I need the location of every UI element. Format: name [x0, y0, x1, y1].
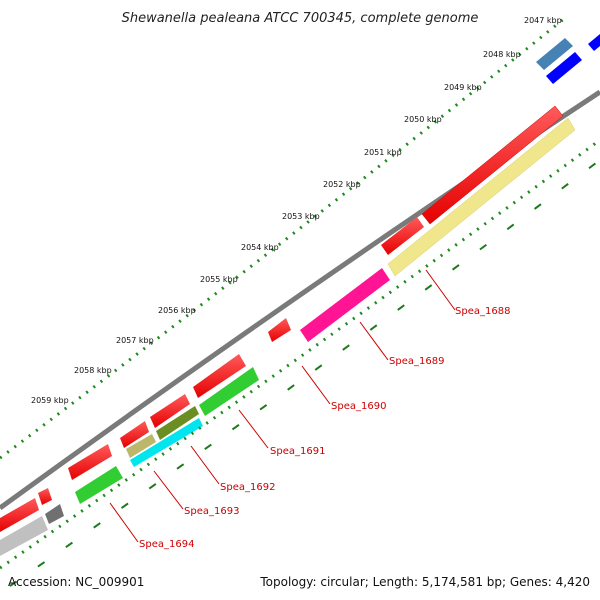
gene-block — [300, 268, 390, 342]
gene-block — [0, 498, 39, 532]
gene-block — [421, 105, 564, 225]
map-title: Shewanella pealeana ATCC 700345, complet… — [122, 11, 479, 26]
gene-block — [199, 367, 259, 416]
gene-block — [0, 516, 48, 556]
accession-text: Accession: NC_009901 — [8, 575, 144, 589]
tick-label: 2058 kbp — [74, 366, 112, 375]
gene-block — [75, 466, 123, 504]
gene-block — [38, 488, 52, 505]
tick-label: 2053 kbp — [282, 212, 320, 221]
leader-line — [301, 365, 331, 405]
gene-label: Spea_1689 — [389, 356, 444, 367]
tick-label: 2051 kbp — [364, 148, 402, 157]
gene-block — [268, 318, 291, 342]
leader-line — [109, 502, 139, 543]
inner-tick-marks — [9, 159, 600, 587]
tick-label: 2047 kbp — [524, 16, 562, 25]
forward-strand-genes — [0, 105, 564, 532]
tick-label: 2050 kbp — [404, 115, 442, 124]
tick-label: 2054 kbp — [241, 243, 279, 252]
gene-block — [381, 217, 424, 255]
tick-label: 2056 kbp — [158, 306, 196, 315]
gene-block — [120, 421, 149, 448]
gene-block — [126, 434, 156, 458]
tick-label: 2057 kbp — [116, 336, 154, 345]
gene-block — [193, 354, 246, 398]
gene-block-blue — [588, 34, 600, 51]
top-genes — [536, 34, 600, 84]
gene-block — [387, 117, 576, 277]
tick-label: 2052 kbp — [323, 180, 361, 189]
tick-label: 2049 kbp — [444, 83, 482, 92]
gene-label: Spea_1691 — [270, 446, 325, 457]
outer-tick-ring — [0, 16, 566, 460]
gene-label: Spea_1688 — [455, 306, 510, 317]
gene-label: Spea_1694 — [139, 539, 194, 550]
leader-line — [359, 321, 389, 361]
gene-block — [150, 394, 190, 428]
tick-label: 2059 kbp — [31, 396, 69, 405]
leader-line — [425, 269, 456, 311]
leader-line — [190, 445, 220, 485]
label-leaders — [109, 269, 456, 543]
leader-line — [153, 470, 184, 510]
gene-block-blue — [546, 52, 582, 84]
leader-line — [238, 409, 269, 449]
inner-dot-ring — [0, 138, 600, 570]
gene-block — [130, 418, 203, 467]
gene-label: Spea_1693 — [184, 506, 239, 517]
gene-label: Spea_1690 — [331, 401, 386, 412]
tick-label: 2055 kbp — [200, 275, 238, 284]
gene-block — [45, 504, 64, 524]
reverse-strand-genes — [0, 117, 576, 556]
genome-summary: Topology: circular; Length: 5,174,581 bp… — [259, 575, 590, 589]
tick-label: 2048 kbp — [483, 50, 521, 59]
gene-block — [68, 444, 112, 480]
gene-label: Spea_1692 — [220, 482, 275, 493]
gene-block — [156, 406, 199, 440]
gene-block-steel — [536, 38, 573, 70]
